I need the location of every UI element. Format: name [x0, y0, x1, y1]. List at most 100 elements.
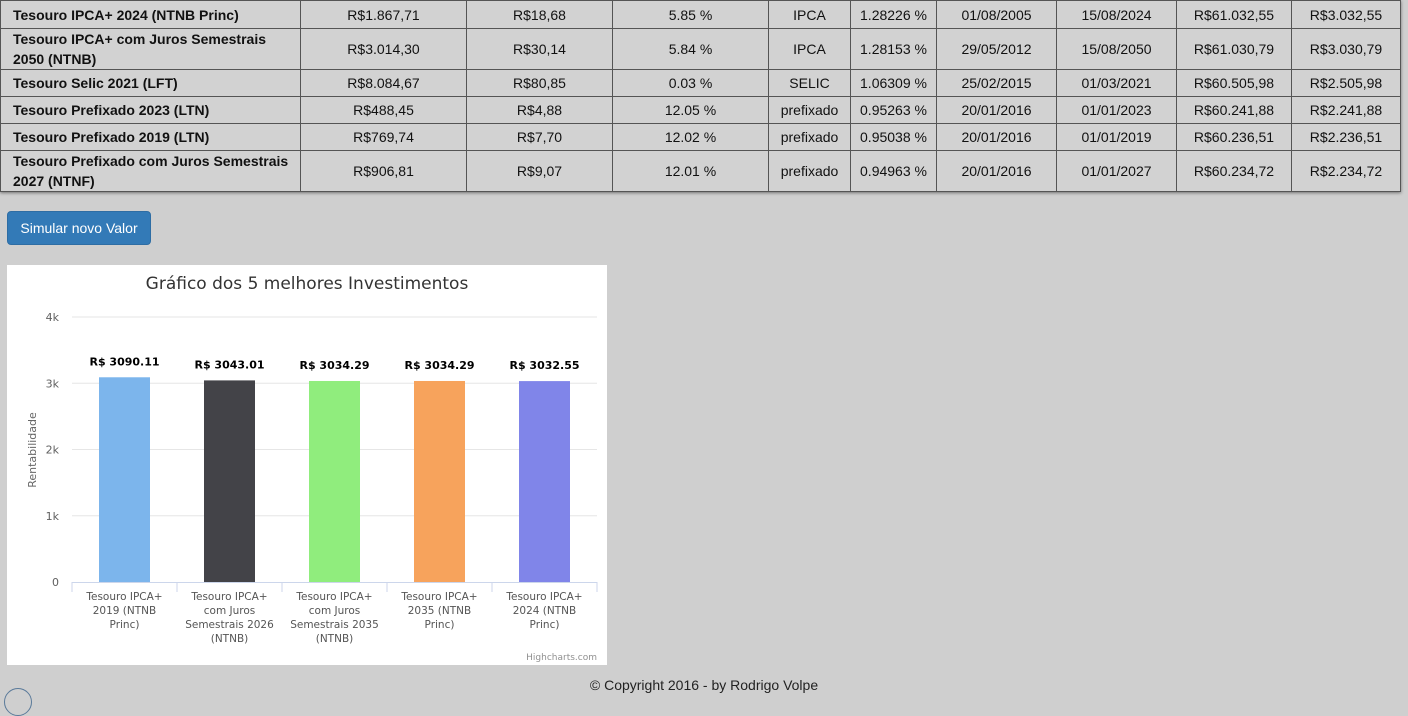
x-tick-label: Semestrais 2035: [290, 619, 379, 631]
cell-name: Tesouro Prefixado com Juros Semestrais 2…: [0, 150, 301, 192]
cell-rate: 12.02 %: [612, 123, 769, 151]
investments-table: Tesouro IPCA+ 2024 (NTNB Princ) R$1.867,7…: [0, 0, 1401, 192]
cell-start: 20/01/2016: [936, 150, 1057, 192]
x-tick-label: Princ): [530, 619, 560, 631]
cell-gain: R$3.030,79: [1291, 28, 1401, 70]
cell-pct: 0.95038 %: [850, 123, 937, 151]
x-tick-label: (NTNB): [211, 633, 249, 645]
cell-min: R$9,07: [466, 150, 613, 192]
bar: [309, 380, 360, 582]
y-tick-label: 0: [52, 576, 59, 589]
y-tick-label: 3k: [46, 377, 60, 390]
chart-svg: Gráfico dos 5 melhores Investimentos 0 1k…: [26, 274, 598, 663]
x-tick-label: 2019 (NTNB: [93, 605, 156, 617]
bar-data-label: R$ 3090.11: [89, 355, 159, 368]
bar-data-label: R$ 3034.29: [299, 359, 369, 372]
y-axis-title: Rentabilidade: [26, 412, 39, 488]
cell-price: R$3.014,30: [300, 28, 467, 70]
x-tick-label: Princ): [110, 619, 140, 631]
table-row: Tesouro Prefixado 2019 (LTN) R$769,74 R$7,…: [0, 123, 1401, 151]
table-row: Tesouro Prefixado com Juros Semestrais 2…: [0, 150, 1401, 192]
cell-min: R$18,68: [466, 0, 613, 29]
cell-end: 15/08/2024: [1056, 0, 1177, 29]
x-tick-label: 2024 (NTNB: [513, 605, 576, 617]
chart-title: Gráfico dos 5 melhores Investimentos: [146, 274, 469, 294]
cell-rate: 5.84 %: [612, 28, 769, 70]
cell-gain: R$2.234,72: [1291, 150, 1401, 192]
cell-index: prefixado: [768, 96, 851, 124]
cell-start: 20/01/2016: [936, 96, 1057, 124]
x-tick-label: Princ): [425, 619, 455, 631]
y-axis-ticks: 0 1k 2k 3k 4k: [46, 311, 60, 589]
x-axis: Tesouro IPCA+ 2019 (NTNB Princ) Tesouro IPC…: [71, 582, 598, 645]
bar: [204, 380, 255, 582]
cell-index: SELIC: [768, 69, 851, 97]
x-tick-label: (NTNB): [316, 633, 354, 645]
cell-rate: 12.05 %: [612, 96, 769, 124]
cell-rate: 0.03 %: [612, 69, 769, 97]
cell-total: R$61.030,79: [1176, 28, 1292, 70]
x-tick-label: Tesouro IPCA+: [400, 591, 477, 603]
cell-gain: R$3.032,55: [1291, 0, 1401, 29]
cell-index: IPCA: [768, 28, 851, 70]
y-tick-label: 4k: [46, 311, 60, 324]
bar-series: [99, 377, 570, 582]
x-tick-label: Tesouro IPCA+: [505, 591, 582, 603]
x-tick-label: Tesouro IPCA+: [85, 591, 162, 603]
cell-gain: R$2.236,51: [1291, 123, 1401, 151]
cell-price: R$8.084,67: [300, 69, 467, 97]
table-row: Tesouro IPCA+ com Juros Semestrais 2050 …: [0, 28, 1401, 70]
cell-total: R$60.234,72: [1176, 150, 1292, 192]
cell-pct: 0.95263 %: [850, 96, 937, 124]
cell-start: 01/08/2005: [936, 0, 1057, 29]
simulate-new-value-button[interactable]: Simular novo Valor: [7, 211, 151, 245]
cell-end: 01/01/2023: [1056, 96, 1177, 124]
cell-price: R$906,81: [300, 150, 467, 192]
cell-min: R$4,88: [466, 96, 613, 124]
x-tick-label: com Juros: [309, 605, 361, 617]
bar: [99, 377, 150, 582]
cell-price: R$1.867,71: [300, 0, 467, 29]
x-tick-label: Tesouro IPCA+: [190, 591, 267, 603]
cell-gain: R$2.241,88: [1291, 96, 1401, 124]
cell-rate: 5.85 %: [612, 0, 769, 29]
cell-end: 15/08/2050: [1056, 28, 1177, 70]
table-row: Tesouro IPCA+ 2024 (NTNB Princ) R$1.867,7…: [0, 0, 1401, 29]
x-tick-label: Semestrais 2026: [185, 619, 274, 631]
cell-index: prefixado: [768, 150, 851, 192]
cell-pct: 1.06309 %: [850, 69, 937, 97]
cell-name: Tesouro IPCA+ com Juros Semestrais 2050 …: [0, 28, 301, 70]
cell-pct: 0.94963 %: [850, 150, 937, 192]
table-row: Tesouro Selic 2021 (LFT) R$8.084,67 R$80,8…: [0, 69, 1401, 97]
y-tick-label: 1k: [46, 510, 60, 523]
cell-price: R$769,74: [300, 123, 467, 151]
cell-name: Tesouro Selic 2021 (LFT): [0, 69, 301, 97]
bar-data-label: R$ 3043.01: [194, 358, 264, 371]
x-tick-label: Tesouro IPCA+: [295, 591, 372, 603]
bar-data-label: R$ 3034.29: [404, 359, 474, 372]
table-body: Tesouro IPCA+ 2024 (NTNB Princ) R$1.867,7…: [0, 0, 1401, 192]
cell-start: 29/05/2012: [936, 28, 1057, 70]
cell-min: R$80,85: [466, 69, 613, 97]
cell-name: Tesouro Prefixado 2023 (LTN): [0, 96, 301, 124]
cell-start: 20/01/2016: [936, 123, 1057, 151]
bar-data-label: R$ 3032.55: [509, 359, 579, 372]
cell-start: 25/02/2015: [936, 69, 1057, 97]
table-row: Tesouro Prefixado 2023 (LTN) R$488,45 R$4,…: [0, 96, 1401, 124]
top-investments-chart: Gráfico dos 5 melhores Investimentos 0 1k…: [7, 265, 607, 665]
cell-total: R$61.032,55: [1176, 0, 1292, 29]
cell-pct: 1.28226 %: [850, 0, 937, 29]
bar: [414, 380, 465, 582]
footer-copyright: © Copyright 2016 - by Rodrigo Volpe: [589, 677, 819, 693]
y-tick-label: 2k: [46, 444, 60, 457]
cell-total: R$60.241,88: [1176, 96, 1292, 124]
bar: [519, 381, 570, 582]
highcharts-credits[interactable]: Highcharts.com: [526, 653, 597, 663]
footer-logo-icon: [4, 688, 32, 716]
cell-index: IPCA: [768, 0, 851, 29]
cell-total: R$60.236,51: [1176, 123, 1292, 151]
data-labels: R$ 3090.11 R$ 3043.01 R$ 3034.29 R$ 3034.29…: [88, 354, 581, 374]
x-tick-label: com Juros: [204, 605, 256, 617]
cell-name: Tesouro Prefixado 2019 (LTN): [0, 123, 301, 151]
cell-total: R$60.505,98: [1176, 69, 1292, 97]
